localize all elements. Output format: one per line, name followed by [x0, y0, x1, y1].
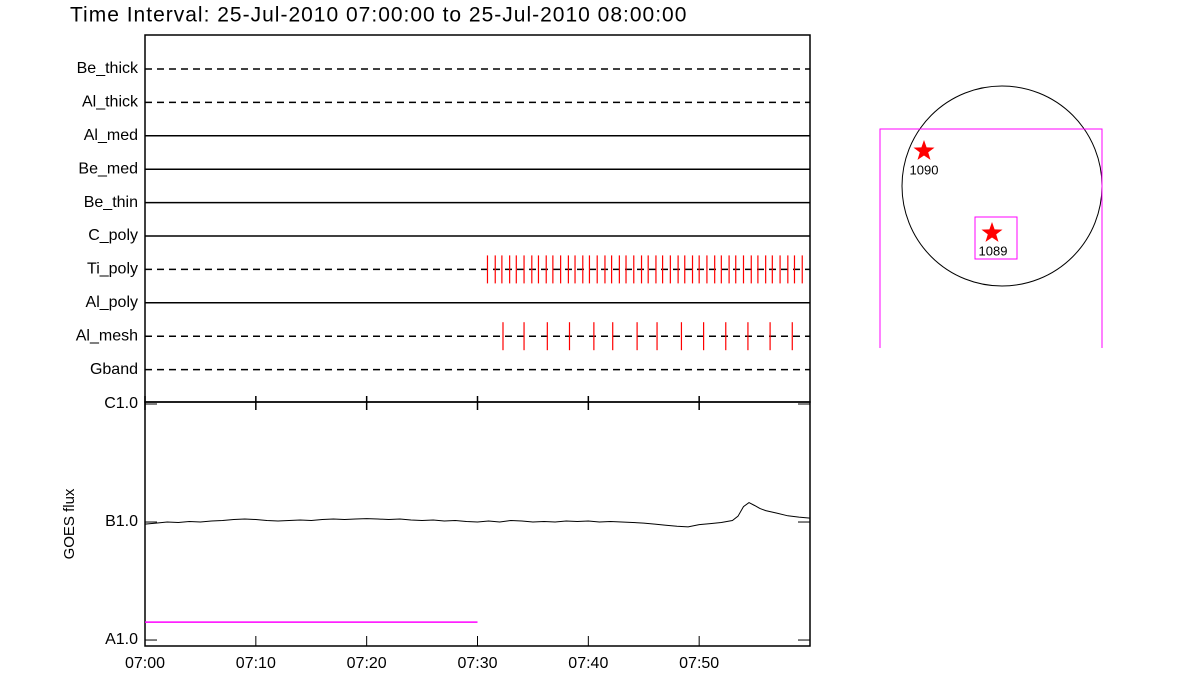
- x-tick-label: 07:30: [457, 655, 497, 672]
- y-tick-label: C1.0: [104, 395, 138, 412]
- y-tick-label: A1.0: [105, 631, 138, 648]
- timeline-frame: [144, 34, 811, 403]
- sun-map: 1090 1089: [879, 85, 1103, 348]
- field-of-view: [879, 128, 1103, 348]
- chart-title: Time Interval: 25-Jul-2010 07:00:00 to 2…: [70, 4, 687, 27]
- row-label: C_poly: [88, 227, 138, 244]
- region-label: 1089: [979, 243, 1008, 258]
- x-tick-label: 07:20: [347, 655, 387, 672]
- row-label: Al_mesh: [76, 327, 138, 344]
- x-tick-label: 07:10: [236, 655, 276, 672]
- x-tick-label: 07:40: [568, 655, 608, 672]
- row-label: Be_thin: [84, 194, 138, 211]
- row-label: Ti_poly: [87, 261, 138, 278]
- y-axis-label: GOES flux: [61, 488, 78, 559]
- row-label: Be_med: [78, 160, 138, 177]
- region-marker: [913, 140, 935, 160]
- region-marker: [981, 222, 1003, 242]
- region-box: [974, 216, 1018, 260]
- x-tick-label: 07:50: [679, 655, 719, 672]
- row-label: Al_med: [84, 127, 138, 144]
- y-tick-label: B1.0: [105, 513, 138, 530]
- row-label: Al_poly: [86, 294, 138, 311]
- series-line: [144, 502, 811, 528]
- region-label: 1090: [910, 162, 939, 177]
- row-label: Be_thick: [77, 60, 139, 77]
- x-tick-label: 07:00: [125, 655, 165, 672]
- row-label: Al_thick: [82, 94, 139, 111]
- row-label: Gband: [90, 361, 138, 378]
